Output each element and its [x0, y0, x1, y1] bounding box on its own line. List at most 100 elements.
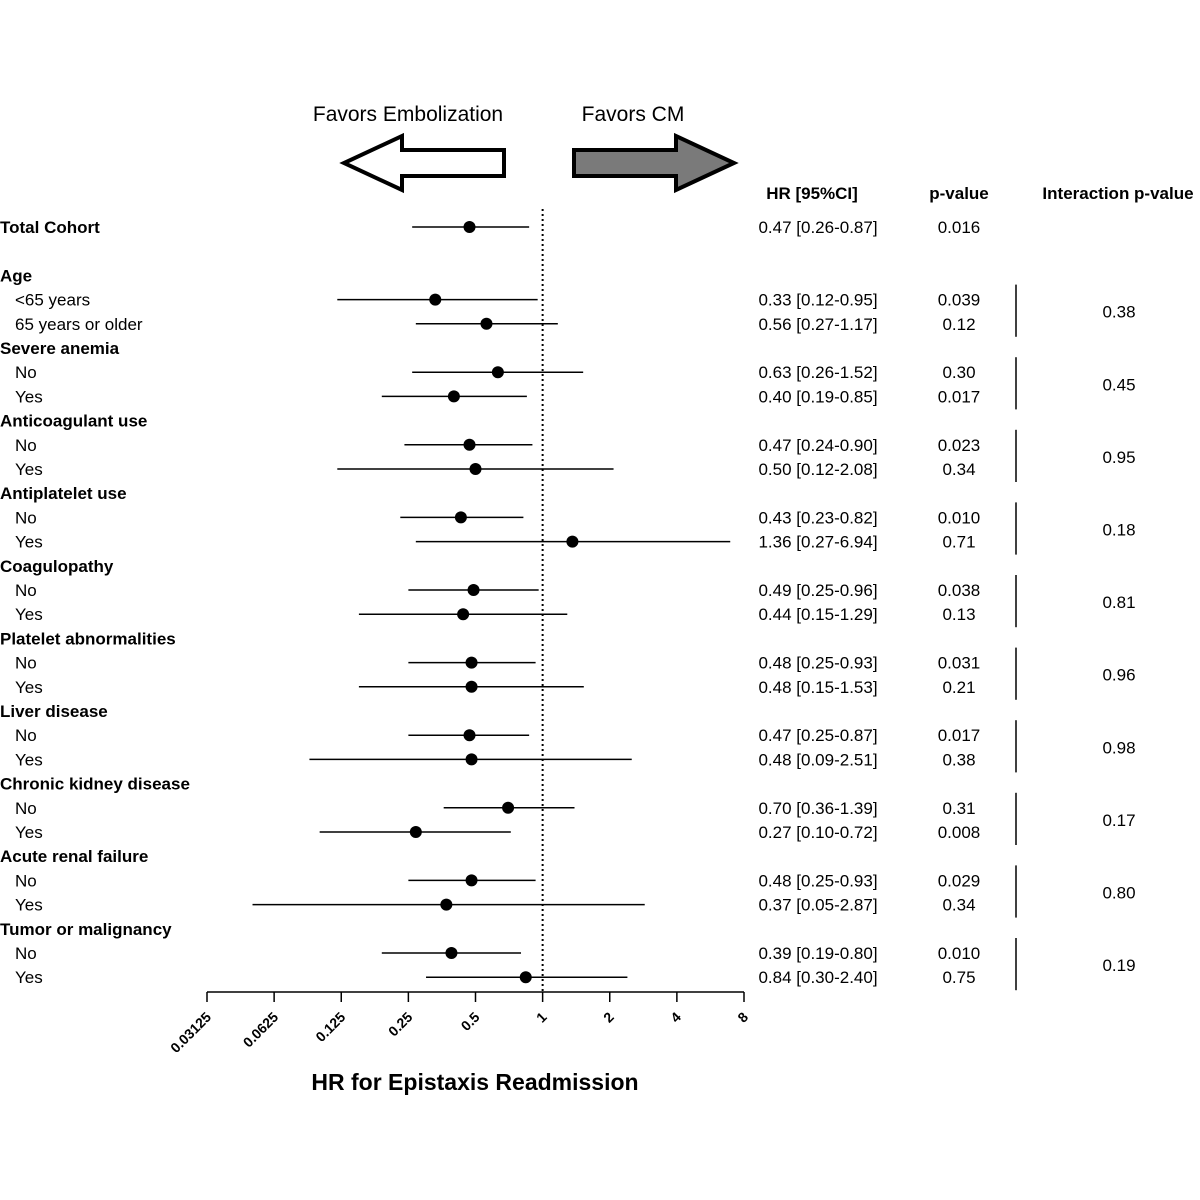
group-title: Chronic kidney disease	[0, 775, 190, 794]
p-value-text: 0.031	[938, 654, 981, 673]
hr-point	[566, 535, 579, 548]
group-title: Platelet abnormalities	[0, 629, 176, 648]
hr-point	[409, 826, 422, 838]
row-label: No	[15, 508, 37, 527]
p-value-text: 0.023	[938, 436, 981, 455]
favors-right-label: Favors CM	[582, 103, 685, 126]
favors-left-label: Favors Embolization	[313, 103, 503, 126]
p-value-text: 0.038	[938, 581, 981, 600]
x-tick-label: 2	[600, 1009, 617, 1026]
row-label: No	[15, 871, 37, 890]
hr-point	[463, 221, 476, 233]
hr-point	[445, 947, 458, 959]
p-value-text: 0.34	[942, 460, 975, 479]
p-value-text: 0.029	[938, 871, 981, 890]
group-title: Severe anemia	[0, 339, 120, 358]
p-value-text: 0.71	[942, 533, 975, 552]
group-title: Total Cohort	[0, 218, 100, 237]
interaction-p-value: 0.98	[1102, 738, 1135, 757]
row-label: Yes	[15, 968, 43, 987]
hr-ci-text: 0.84 [0.30-2.40]	[758, 968, 877, 987]
hr-point	[463, 729, 476, 742]
hr-point	[463, 438, 476, 451]
hr-point	[480, 317, 493, 330]
hr-ci-text: 0.48 [0.25-0.93]	[758, 871, 877, 890]
p-value-text: 0.008	[938, 823, 981, 842]
hr-ci-text: 0.70 [0.36-1.39]	[758, 799, 877, 818]
p-value-text: 0.010	[938, 944, 981, 963]
p-value-text: 0.010	[938, 508, 981, 527]
x-tick-label: 0.03125	[167, 1009, 214, 1056]
row-label: Yes	[15, 533, 43, 552]
group-title: Liver disease	[0, 702, 108, 721]
forest-rows: Total Cohort 0.47 [0.26-0.87] 0.016 Age <65 …	[0, 218, 1136, 991]
hr-point	[465, 656, 478, 669]
hr-point	[502, 801, 515, 814]
hr-ci-text: 0.43 [0.23-0.82]	[758, 508, 877, 527]
group-title: Antiplatelet use	[0, 484, 127, 503]
hr-ci-text: 0.37 [0.05-2.87]	[758, 896, 877, 915]
hr-ci-text: 0.48 [0.15-1.53]	[758, 678, 877, 697]
interaction-p-value: 0.95	[1102, 448, 1135, 467]
row-label: Yes	[15, 605, 43, 624]
hr-ci-text: 0.47 [0.26-0.87]	[758, 218, 877, 237]
row-label: Yes	[15, 896, 43, 915]
row-label: No	[15, 654, 37, 673]
hr-ci-text: 1.36 [0.27-6.94]	[758, 533, 877, 552]
p-value-text: 0.21	[942, 678, 975, 697]
hr-ci-text: 0.39 [0.19-0.80]	[758, 944, 877, 963]
p-value-text: 0.30	[942, 363, 975, 382]
x-tick-label: 0.0625	[240, 1009, 282, 1051]
row-label: No	[15, 581, 37, 600]
p-value-text: 0.017	[938, 387, 981, 406]
hr-point	[465, 874, 478, 887]
hr-ci-text: 0.63 [0.26-1.52]	[758, 363, 877, 382]
x-tick-label: 1	[533, 1009, 550, 1026]
group-title: Coagulopathy	[0, 557, 114, 576]
hr-point	[467, 584, 480, 596]
row-label: No	[15, 799, 37, 818]
hr-ci-text: 0.40 [0.19-0.85]	[758, 387, 877, 406]
hr-point	[454, 511, 467, 524]
hr-ci-text: 0.47 [0.25-0.87]	[758, 726, 877, 745]
p-value-text: 0.31	[942, 799, 975, 818]
interaction-p-value: 0.81	[1102, 593, 1135, 612]
hr-point	[457, 608, 470, 621]
group-title: Anticoagulant use	[0, 412, 147, 431]
row-label: Yes	[15, 750, 43, 769]
interaction-p-value: 0.80	[1102, 884, 1135, 903]
interaction-p-value: 0.96	[1102, 666, 1135, 685]
row-label: No	[15, 436, 37, 455]
column-header-hr: HR [95%CI]	[766, 184, 858, 203]
x-axis-title: HR for Epistaxis Readmission	[311, 1069, 638, 1095]
hr-ci-text: 0.27 [0.10-0.72]	[758, 823, 877, 842]
row-label: Yes	[15, 387, 43, 406]
group-title: Tumor or malignancy	[0, 920, 172, 939]
hr-point	[465, 680, 478, 693]
hr-ci-text: 0.56 [0.27-1.17]	[758, 315, 877, 334]
hr-ci-text: 0.33 [0.12-0.95]	[758, 291, 877, 310]
hr-ci-text: 0.48 [0.09-2.51]	[758, 750, 877, 769]
hr-point	[469, 463, 482, 475]
p-value-text: 0.34	[942, 896, 975, 915]
hr-point	[465, 753, 478, 766]
hr-ci-text: 0.48 [0.25-0.93]	[758, 654, 877, 673]
x-tick-label: 0.5	[458, 1009, 483, 1034]
hr-ci-text: 0.50 [0.12-2.08]	[758, 460, 877, 479]
hr-point	[440, 898, 453, 911]
column-header-p: p-value	[929, 184, 989, 203]
hr-point	[447, 390, 460, 403]
p-value-text: 0.75	[942, 968, 975, 987]
hr-ci-text: 0.44 [0.15-1.29]	[758, 605, 877, 624]
row-label: No	[15, 726, 37, 745]
hr-point	[519, 971, 532, 984]
row-label: Yes	[15, 678, 43, 697]
column-header-interaction: Interaction p-value	[1042, 184, 1193, 203]
favors-left-arrow	[339, 132, 506, 194]
x-axis-ticks: 0.03125 0.0625 0.125 0.25 0.5 1 2 4 8	[167, 992, 751, 1056]
interaction-p-value: 0.45	[1102, 375, 1135, 394]
p-value-text: 0.039	[938, 291, 981, 310]
x-tick-label: 0.25	[385, 1009, 416, 1040]
row-label: No	[15, 944, 37, 963]
